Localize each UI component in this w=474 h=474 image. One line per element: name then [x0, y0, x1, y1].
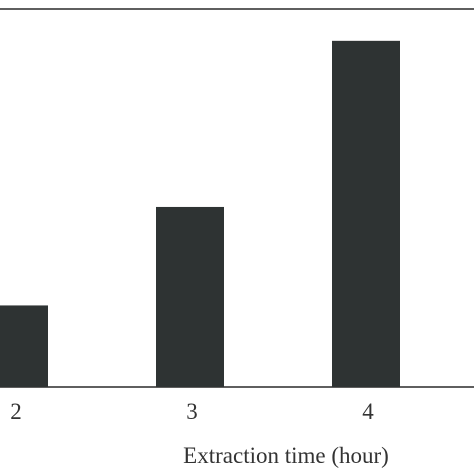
- x-axis-title: Extraction time (hour): [183, 443, 389, 468]
- bar-2: [0, 305, 48, 387]
- bars-group: [0, 40, 400, 388]
- x-tick-label-2: 2: [10, 399, 22, 424]
- bar-3: [156, 206, 224, 387]
- x-tick-labels-group: 2 3 4: [10, 399, 374, 424]
- x-tick-label-4: 4: [362, 399, 374, 424]
- x-tick-label-3: 3: [186, 399, 198, 424]
- bar-4: [332, 40, 400, 388]
